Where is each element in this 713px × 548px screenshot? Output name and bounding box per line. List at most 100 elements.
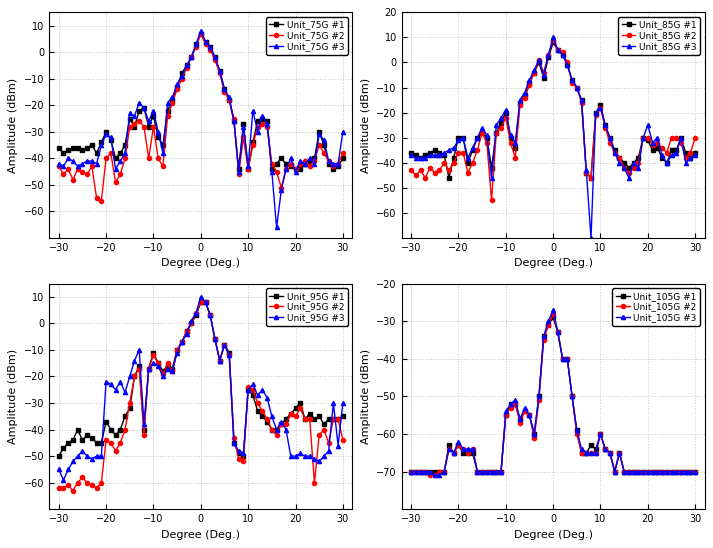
Unit_95G #2 <box>215 357 224 364</box>
Unit_95G #3 <box>54 466 63 473</box>
Unit_85G #3 <box>582 167 590 174</box>
Unit_105G #1 <box>407 469 416 475</box>
Unit_85G #3 <box>473 134 482 141</box>
Unit_95G #1 <box>154 360 163 367</box>
Unit_105G #2 <box>468 446 477 452</box>
Y-axis label: Amplitude (dBm): Amplitude (dBm) <box>9 78 19 173</box>
Unit_85G #3 <box>691 152 699 158</box>
Unit_75G #3 <box>197 27 205 34</box>
Unit_105G #1 <box>506 401 515 407</box>
Unit_105G #3 <box>662 469 671 475</box>
Unit_105G #1 <box>691 469 699 475</box>
Unit_95G #2 <box>235 455 243 462</box>
Unit_75G #1 <box>154 134 163 140</box>
Unit_105G #3 <box>568 393 576 399</box>
Unit_95G #3 <box>116 379 125 385</box>
Unit_105G #3 <box>431 472 439 479</box>
Unit_75G #1 <box>120 142 129 149</box>
Unit_75G #3 <box>120 150 129 156</box>
Unit_95G #2 <box>68 487 77 494</box>
Unit_105G #2 <box>478 469 486 475</box>
Line: Unit_95G #3: Unit_95G #3 <box>56 295 345 482</box>
Unit_85G #1 <box>478 129 486 136</box>
Unit_75G #1 <box>235 165 243 172</box>
Y-axis label: Amplitude (dBm): Amplitude (dBm) <box>361 349 371 444</box>
Unit_105G #2 <box>691 469 699 475</box>
Unit_95G #1 <box>305 410 314 417</box>
Unit_85G #2 <box>587 175 595 181</box>
Unit_95G #3 <box>59 477 68 483</box>
Line: Unit_75G #1: Unit_75G #1 <box>56 31 345 171</box>
Unit_95G #1 <box>54 453 63 459</box>
Unit_105G #1 <box>582 449 590 456</box>
Unit_85G #2 <box>549 37 558 43</box>
Unit_85G #1 <box>445 175 453 181</box>
Unit_95G #3 <box>125 373 134 380</box>
Y-axis label: Amplitude (dBm): Amplitude (dBm) <box>361 78 371 173</box>
Unit_85G #3 <box>549 34 558 41</box>
Unit_95G #3 <box>215 357 224 364</box>
Unit_85G #3 <box>587 235 595 241</box>
Unit_95G #2 <box>310 480 319 486</box>
Legend: Unit_95G #1, Unit_95G #2, Unit_95G #3: Unit_95G #1, Unit_95G #2, Unit_95G #3 <box>266 288 348 326</box>
Line: Unit_105G #3: Unit_105G #3 <box>409 308 697 477</box>
Unit_85G #2 <box>407 167 416 174</box>
Unit_75G #3 <box>111 165 120 172</box>
Unit_75G #1 <box>339 155 347 162</box>
Unit_105G #2 <box>511 401 520 407</box>
Unit_95G #2 <box>339 437 347 443</box>
Unit_85G #1 <box>691 150 699 156</box>
Unit_95G #3 <box>235 448 243 454</box>
Unit_105G #1 <box>473 469 482 475</box>
Unit_85G #3 <box>407 152 416 158</box>
Unit_75G #3 <box>211 54 220 61</box>
Unit_105G #2 <box>407 469 416 475</box>
Unit_95G #2 <box>54 485 63 492</box>
Unit_95G #1 <box>111 432 120 438</box>
Unit_95G #1 <box>197 299 205 305</box>
Unit_95G #1 <box>339 413 347 420</box>
Unit_75G #1 <box>197 30 205 37</box>
Unit_75G #2 <box>116 171 125 178</box>
Line: Unit_85G #1: Unit_85G #1 <box>409 41 697 180</box>
Unit_75G #3 <box>339 129 347 135</box>
Unit_75G #2 <box>310 158 319 164</box>
Unit_105G #2 <box>587 449 595 456</box>
Line: Unit_95G #2: Unit_95G #2 <box>56 300 345 493</box>
Unit_75G #2 <box>339 150 347 156</box>
Unit_95G #3 <box>310 455 319 462</box>
Line: Unit_105G #2: Unit_105G #2 <box>409 312 697 477</box>
Unit_105G #3 <box>511 397 520 403</box>
Unit_75G #2 <box>158 163 167 170</box>
Y-axis label: Amplitude (dBm): Amplitude (dBm) <box>9 349 19 444</box>
Unit_85G #2 <box>487 197 496 204</box>
Unit_95G #1 <box>230 439 238 446</box>
Unit_95G #1 <box>211 336 220 342</box>
Unit_75G #3 <box>310 161 319 167</box>
Unit_85G #2 <box>568 79 576 86</box>
Unit_85G #1 <box>468 147 477 153</box>
Unit_75G #3 <box>272 224 281 231</box>
Unit_75G #1 <box>111 155 120 162</box>
Unit_105G #1 <box>463 449 472 456</box>
Unit_75G #2 <box>125 123 134 130</box>
Unit_85G #3 <box>563 62 572 68</box>
Unit_85G #3 <box>506 132 515 139</box>
Unit_105G #3 <box>691 469 699 475</box>
Unit_85G #2 <box>473 147 482 153</box>
Legend: Unit_105G #1, Unit_105G #2, Unit_105G #3: Unit_105G #1, Unit_105G #2, Unit_105G #3 <box>612 288 700 326</box>
Unit_85G #3 <box>463 155 472 161</box>
Unit_95G #2 <box>197 299 205 305</box>
Unit_85G #1 <box>549 39 558 45</box>
Unit_85G #1 <box>662 159 671 166</box>
Unit_95G #2 <box>116 439 125 446</box>
Unit_85G #3 <box>662 159 671 166</box>
Unit_105G #2 <box>662 469 671 475</box>
Unit_95G #1 <box>120 413 129 420</box>
Unit_95G #2 <box>125 399 134 406</box>
Unit_95G #3 <box>158 373 167 380</box>
Unit_105G #1 <box>549 314 558 321</box>
Unit_105G #2 <box>549 310 558 317</box>
Line: Unit_75G #3: Unit_75G #3 <box>56 29 345 230</box>
X-axis label: Degree (Deg.): Degree (Deg.) <box>513 530 593 540</box>
